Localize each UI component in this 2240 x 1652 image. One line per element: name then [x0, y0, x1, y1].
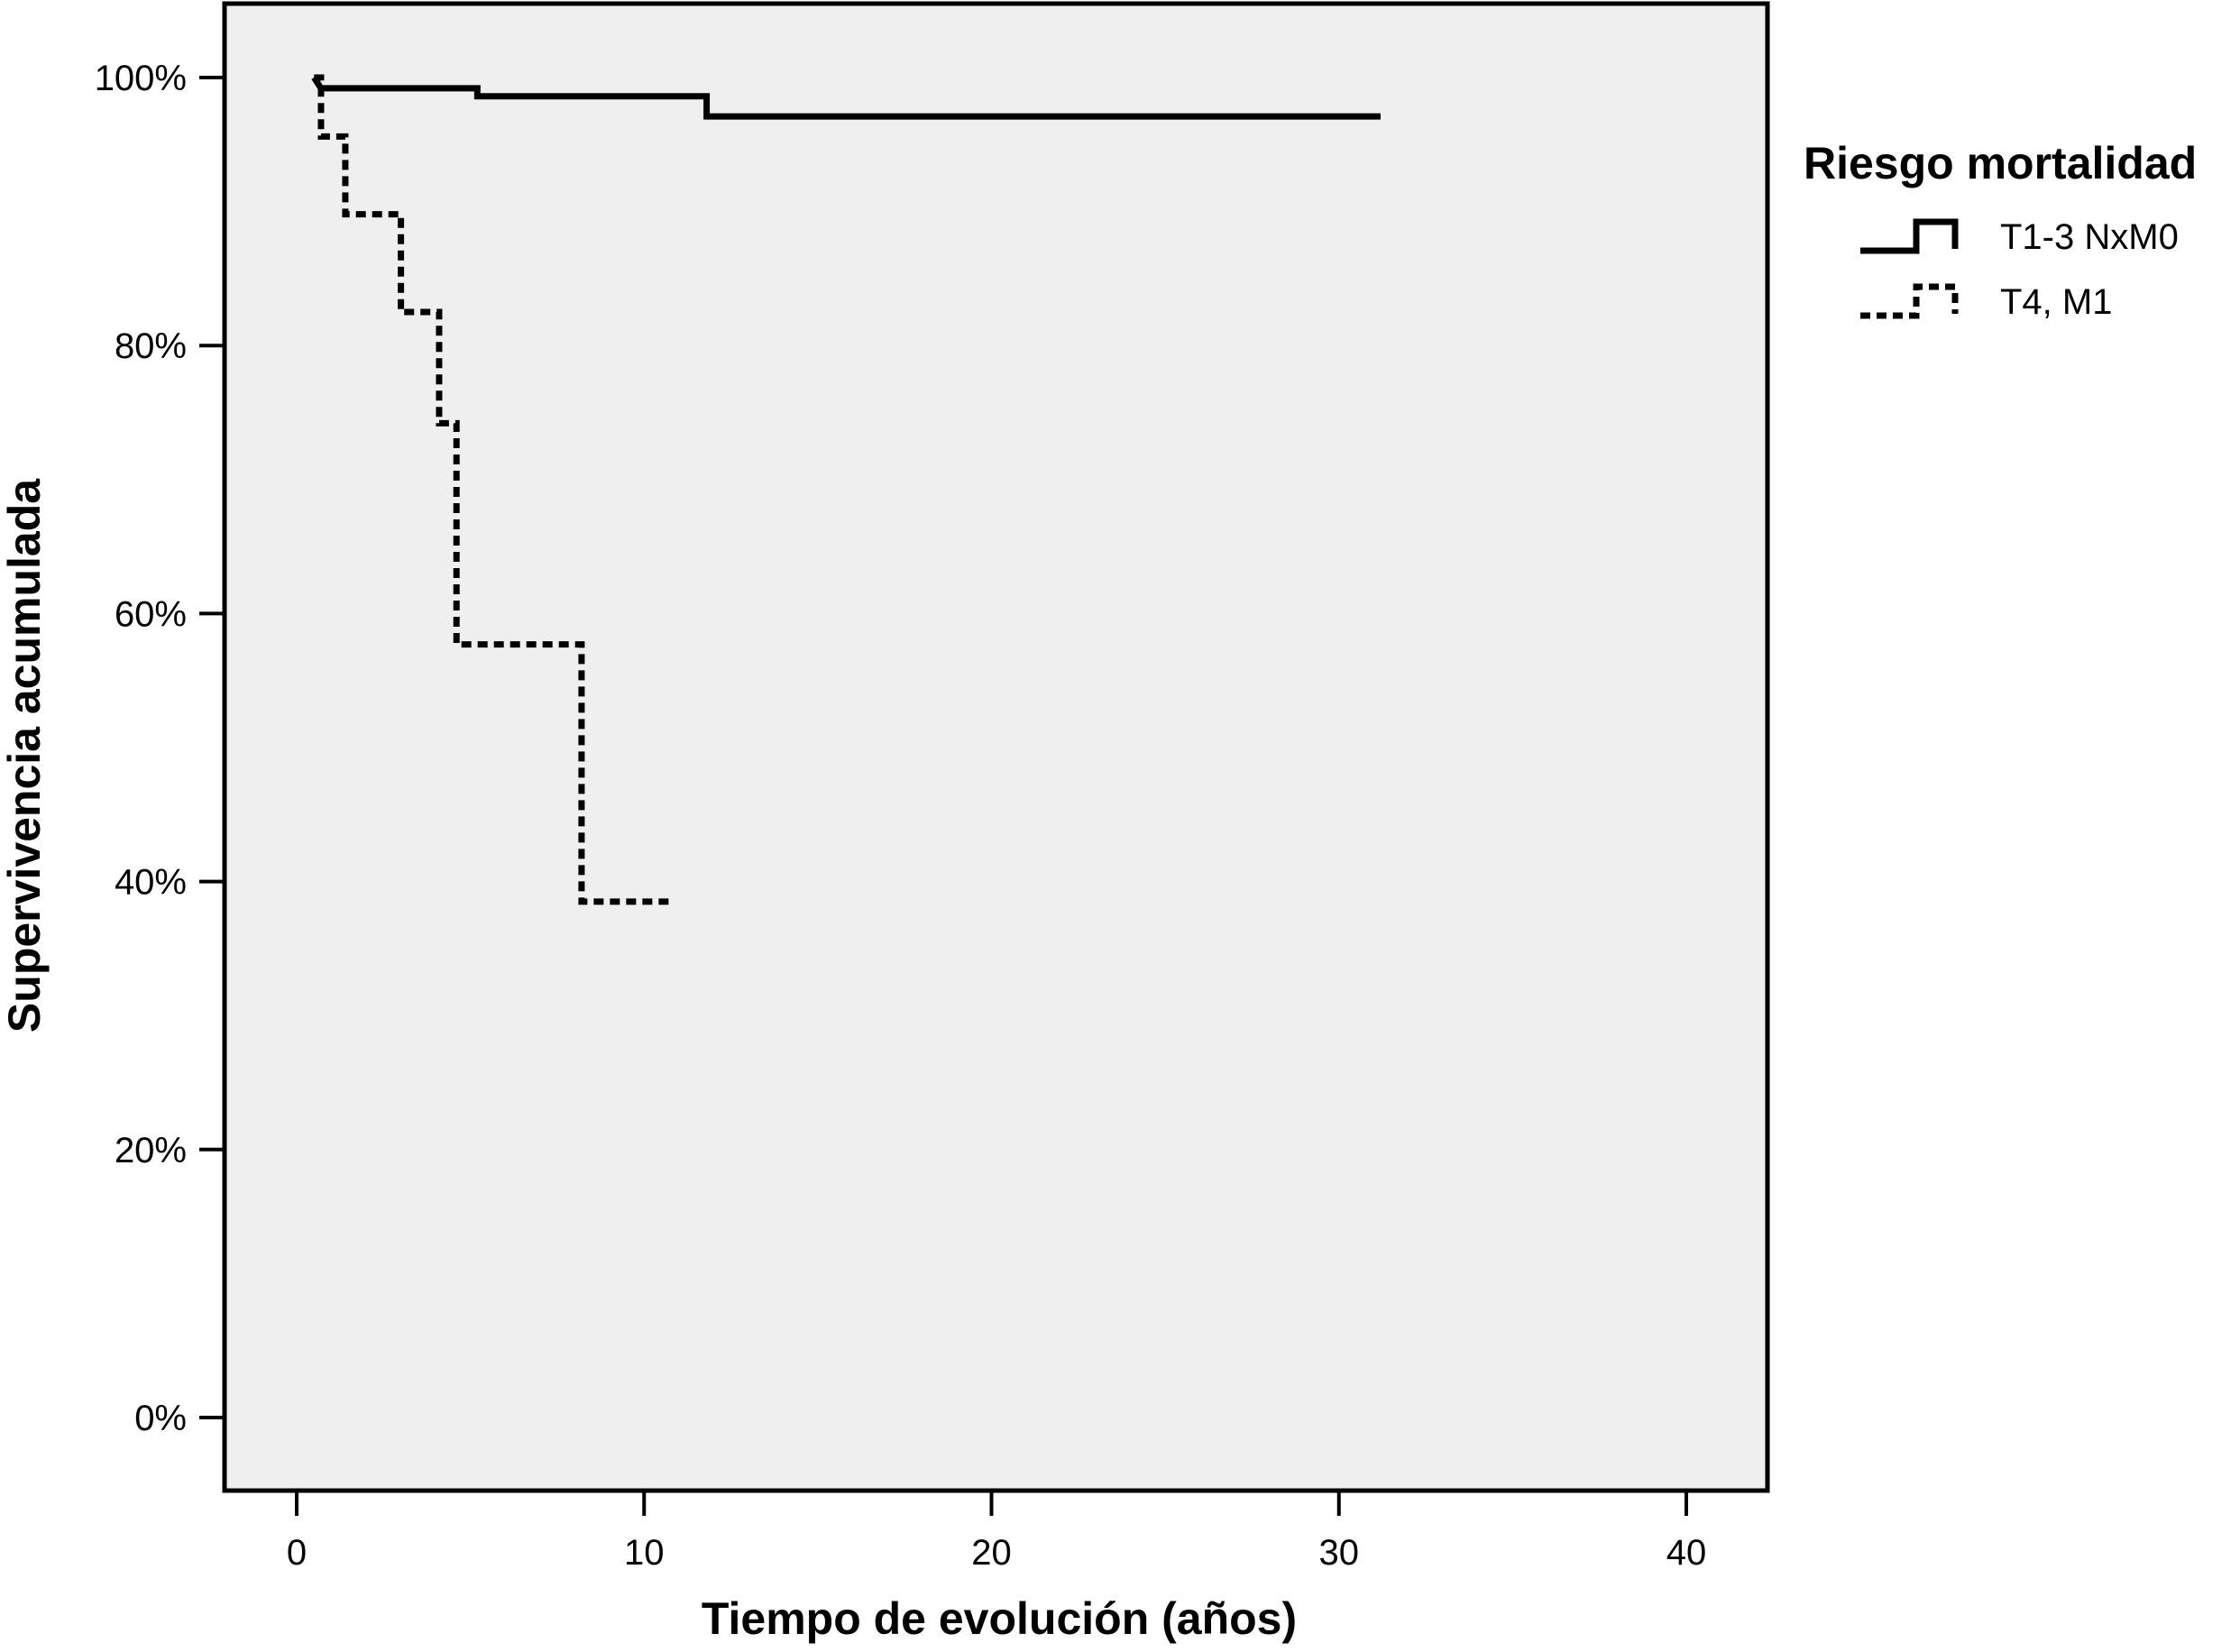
series-layer	[311, 74, 1381, 905]
series-line-1	[314, 74, 673, 905]
x-tick-label-3: 30	[1319, 1533, 1360, 1573]
x-tick-label-0: 0	[287, 1533, 307, 1573]
x-tick-label-4: 40	[1666, 1533, 1707, 1573]
x-axis-title: Tiempo de evolución (años)	[702, 1593, 1297, 1644]
legend-items: T1-3 NxM0 T4, M1	[1860, 217, 2179, 322]
plot-area	[222, 1, 1770, 1493]
y-tick-label-5: 100%	[95, 59, 187, 98]
y-tick-label-2: 40%	[115, 863, 187, 903]
legend: Riesgo mortalidad T1-3 NxM0 T4, M1	[1804, 138, 2197, 322]
legend-title: Riesgo mortalidad	[1804, 138, 2197, 188]
y-tick-label-1: 20%	[115, 1131, 187, 1170]
y-tick-label-0: 0%	[134, 1399, 187, 1438]
y-tick-label-3: 60%	[115, 594, 187, 634]
legend-symbol-1	[1860, 283, 1959, 319]
y-axis-title: Supervivencia acumulada	[0, 478, 50, 1032]
x-axis: 0 10 20 30 40	[287, 1491, 1706, 1573]
y-tick-label-4: 80%	[115, 326, 187, 366]
legend-label-1: T4, M1	[2000, 282, 2112, 322]
y-axis: 0% 20% 40% 60% 80% 100%	[95, 59, 225, 1438]
legend-label-0: T1-3 NxM0	[2000, 217, 2179, 257]
legend-symbol-0	[1860, 218, 1959, 254]
x-tick-label-1: 10	[624, 1533, 665, 1573]
x-tick-label-2: 20	[971, 1533, 1012, 1573]
